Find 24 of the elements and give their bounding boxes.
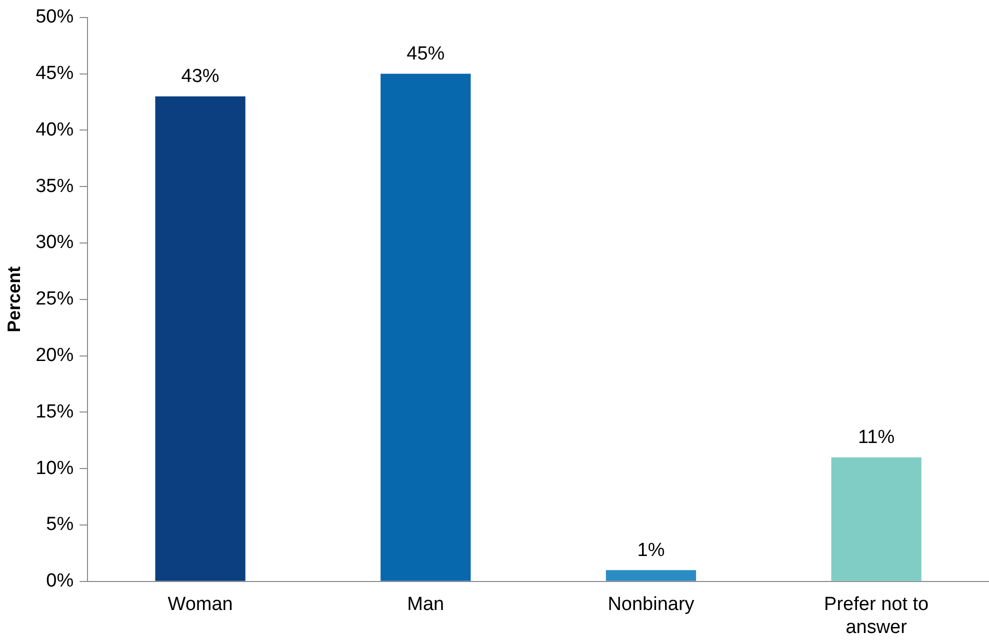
- data-label: 11%: [858, 427, 895, 448]
- y-tick-label: 5%: [46, 514, 74, 536]
- data-label: 43%: [181, 66, 220, 88]
- bar: [606, 570, 696, 581]
- bar: [380, 74, 471, 581]
- x-tick-label: Nonbinary: [608, 594, 695, 616]
- y-tick-label: 20%: [36, 345, 74, 366]
- data-label: 1%: [637, 540, 665, 561]
- y-tick-label: 15%: [36, 401, 74, 422]
- bar: [831, 457, 922, 581]
- y-tick-label: 50%: [36, 6, 74, 28]
- y-tick-label: 30%: [36, 232, 74, 254]
- y-tick-label: 40%: [36, 119, 74, 140]
- y-axis-title: Percent: [4, 266, 24, 332]
- bar: [155, 96, 246, 581]
- y-tick-label: 35%: [36, 176, 74, 197]
- y-tick-label: 45%: [36, 63, 74, 84]
- x-tick-label: Man: [407, 594, 444, 616]
- x-tick-label: Woman: [168, 594, 233, 616]
- data-label: 45%: [406, 44, 445, 65]
- y-tick-label: 0%: [46, 570, 74, 592]
- x-tick-label: Prefer not to answer: [824, 594, 929, 638]
- y-tick-label: 10%: [36, 458, 74, 479]
- y-tick-label: 25%: [36, 288, 74, 310]
